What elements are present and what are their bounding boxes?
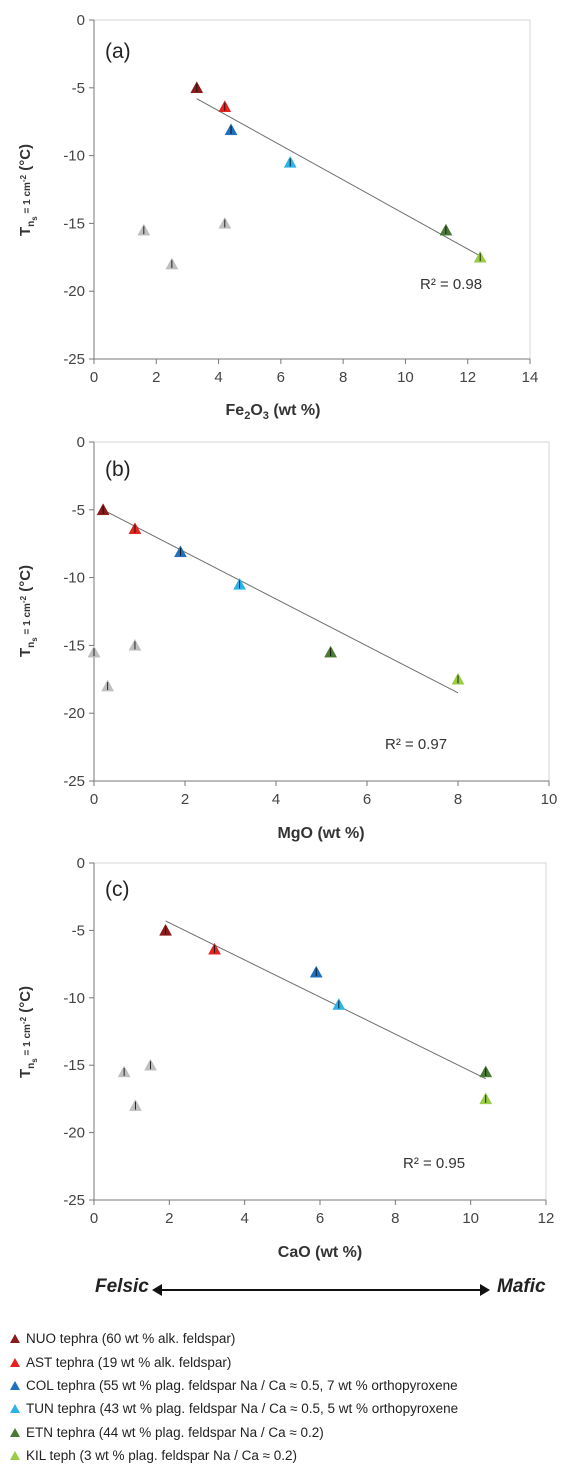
panel-label: (b) xyxy=(105,458,131,481)
x-tick-label: 12 xyxy=(538,1210,555,1227)
x-tick-label: 4 xyxy=(240,1210,248,1227)
x-tick-label: 6 xyxy=(277,369,285,386)
x-tick-label: 0 xyxy=(90,369,98,386)
triangle-marker-icon xyxy=(10,1334,20,1344)
x-tick-label: 10 xyxy=(462,1210,479,1227)
legend-label: NUO tephra (60 wt % alk. feldspar) xyxy=(26,1331,236,1347)
legend-label: TUN tephra (43 wt % plag. feldspar Na / … xyxy=(26,1401,459,1417)
y-tick-label: -20 xyxy=(63,1125,85,1142)
trendline xyxy=(165,920,486,1080)
x-tick-label: 4 xyxy=(214,369,222,386)
x-tick-label: 6 xyxy=(363,791,371,808)
panel-label: (a) xyxy=(105,40,131,63)
legend-item-col: COL tephra (55 wt % plag. feldspar Na / … xyxy=(10,1374,564,1397)
trendline xyxy=(196,98,481,257)
y-tick-label: -25 xyxy=(63,1192,85,1209)
felsic-mafic-scale: Felsic Mafic xyxy=(0,1272,564,1312)
y-tick-label: -15 xyxy=(63,1057,85,1074)
r-squared-label: R² = 0.95 xyxy=(403,1155,465,1172)
legend-label: ETN tephra (44 wt % plag. feldspar Na / … xyxy=(26,1424,324,1440)
x-tick-label: 12 xyxy=(459,369,476,386)
legend-item-nuo: NUO tephra (60 wt % alk. feldspar) xyxy=(10,1327,564,1350)
chart-panel-a: 0 -5 -10 -15 -20 -25 0 2 4 6 8 10 12 14 Fe2O3 (wt %) Tn… xyxy=(17,12,538,422)
legend-item-tun: TUN tephra (43 wt % plag. feldspar Na / … xyxy=(10,1397,564,1420)
y-tick-label: -10 xyxy=(63,990,85,1007)
legend-label: KIL teph (3 wt % plag. feldspar Na / Ca … xyxy=(26,1448,298,1464)
x-tick-label: 8 xyxy=(339,369,347,386)
legend-label: AST tephra (19 wt % alk. feldspar) xyxy=(26,1354,232,1370)
x-axis-label: Fe2O3 (wt %) xyxy=(226,402,321,422)
plot-area-border xyxy=(93,441,550,782)
x-tick-label: 4 xyxy=(272,791,280,808)
double-arrow-icon xyxy=(152,1284,490,1296)
x-tick-label: 2 xyxy=(181,791,189,808)
y-tick-label: -10 xyxy=(63,148,85,165)
x-tick-label: 0 xyxy=(90,791,98,808)
y-tick-label: -15 xyxy=(63,637,85,654)
legend-label: COL tephra (55 wt % plag. feldspar Na / … xyxy=(26,1377,458,1393)
y-tick-label: -10 xyxy=(63,570,85,587)
mafic-label: Mafic xyxy=(497,1276,546,1297)
y-axis-label: Tns = 1 cm-2 (°C) xyxy=(17,144,39,236)
x-tick-label: 10 xyxy=(541,791,558,808)
y-tick-label: -25 xyxy=(63,773,85,790)
x-tick-label: 0 xyxy=(90,1210,98,1227)
triangle-marker-icon xyxy=(10,1380,20,1390)
figure-panels: 0 -5 -10 -15 -20 -25 0 2 4 6 8 10 12 14 Fe2O3 (wt %) Tn… xyxy=(17,12,557,1261)
x-tick-label: 8 xyxy=(454,791,462,808)
chart-panel-c: 0 -5 -10 -15 -20 -25 0 2 4 6 8 10 12 CaO (wt %) Tns = … xyxy=(17,855,554,1261)
r-squared-label: R² = 0.97 xyxy=(385,736,447,753)
x-tick-label: 10 xyxy=(397,369,414,386)
x-tick-label: 2 xyxy=(165,1210,173,1227)
legend-item-etn: ETN tephra (44 wt % plag. feldspar Na / … xyxy=(10,1421,564,1444)
felsic-label: Felsic xyxy=(95,1276,149,1297)
y-axis-label: Tns = 1 cm-2 (°C) xyxy=(17,986,39,1078)
panel-label: (c) xyxy=(105,878,130,901)
triangle-marker-icon xyxy=(10,1404,20,1414)
legend-item-kil: KIL teph (3 wt % plag. feldspar Na / Ca … xyxy=(10,1444,564,1467)
y-tick-label: -5 xyxy=(72,922,85,939)
y-tick-label: 0 xyxy=(77,434,85,451)
legend-item-ast: AST tephra (19 wt % alk. feldspar) xyxy=(10,1350,564,1373)
y-tick-label: -5 xyxy=(72,80,85,97)
y-tick-label: -20 xyxy=(63,283,85,300)
legend: NUO tephra (60 wt % alk. feldspar) AST t… xyxy=(10,1327,564,1467)
triangle-marker-icon xyxy=(10,1357,20,1367)
x-tick-label: 14 xyxy=(522,369,539,386)
x-axis-label: CaO (wt %) xyxy=(278,1244,362,1261)
r-squared-label: R² = 0.98 xyxy=(420,276,482,293)
triangle-marker-icon xyxy=(10,1451,20,1461)
x-axis-label: MgO (wt %) xyxy=(277,825,364,842)
y-axis-label: Tns = 1 cm-2 (°C) xyxy=(17,565,39,657)
chart-panel-b: 0 -5 -10 -15 -20 -25 0 2 4 6 8 10 MgO (wt %) Tns = 1 … xyxy=(17,434,557,842)
trendline xyxy=(102,509,459,694)
triangle-marker-icon xyxy=(10,1427,20,1437)
y-tick-label: 0 xyxy=(77,855,85,872)
y-tick-label: 0 xyxy=(77,12,85,29)
x-tick-label: 6 xyxy=(316,1210,324,1227)
y-tick-label: -25 xyxy=(63,351,85,368)
x-tick-label: 8 xyxy=(391,1210,399,1227)
y-tick-label: -5 xyxy=(72,502,85,519)
y-tick-label: -15 xyxy=(63,215,85,232)
x-tick-label: 2 xyxy=(152,369,160,386)
plot-area-border xyxy=(93,862,547,1201)
plot-area-border xyxy=(93,19,531,360)
y-tick-label: -20 xyxy=(63,705,85,722)
